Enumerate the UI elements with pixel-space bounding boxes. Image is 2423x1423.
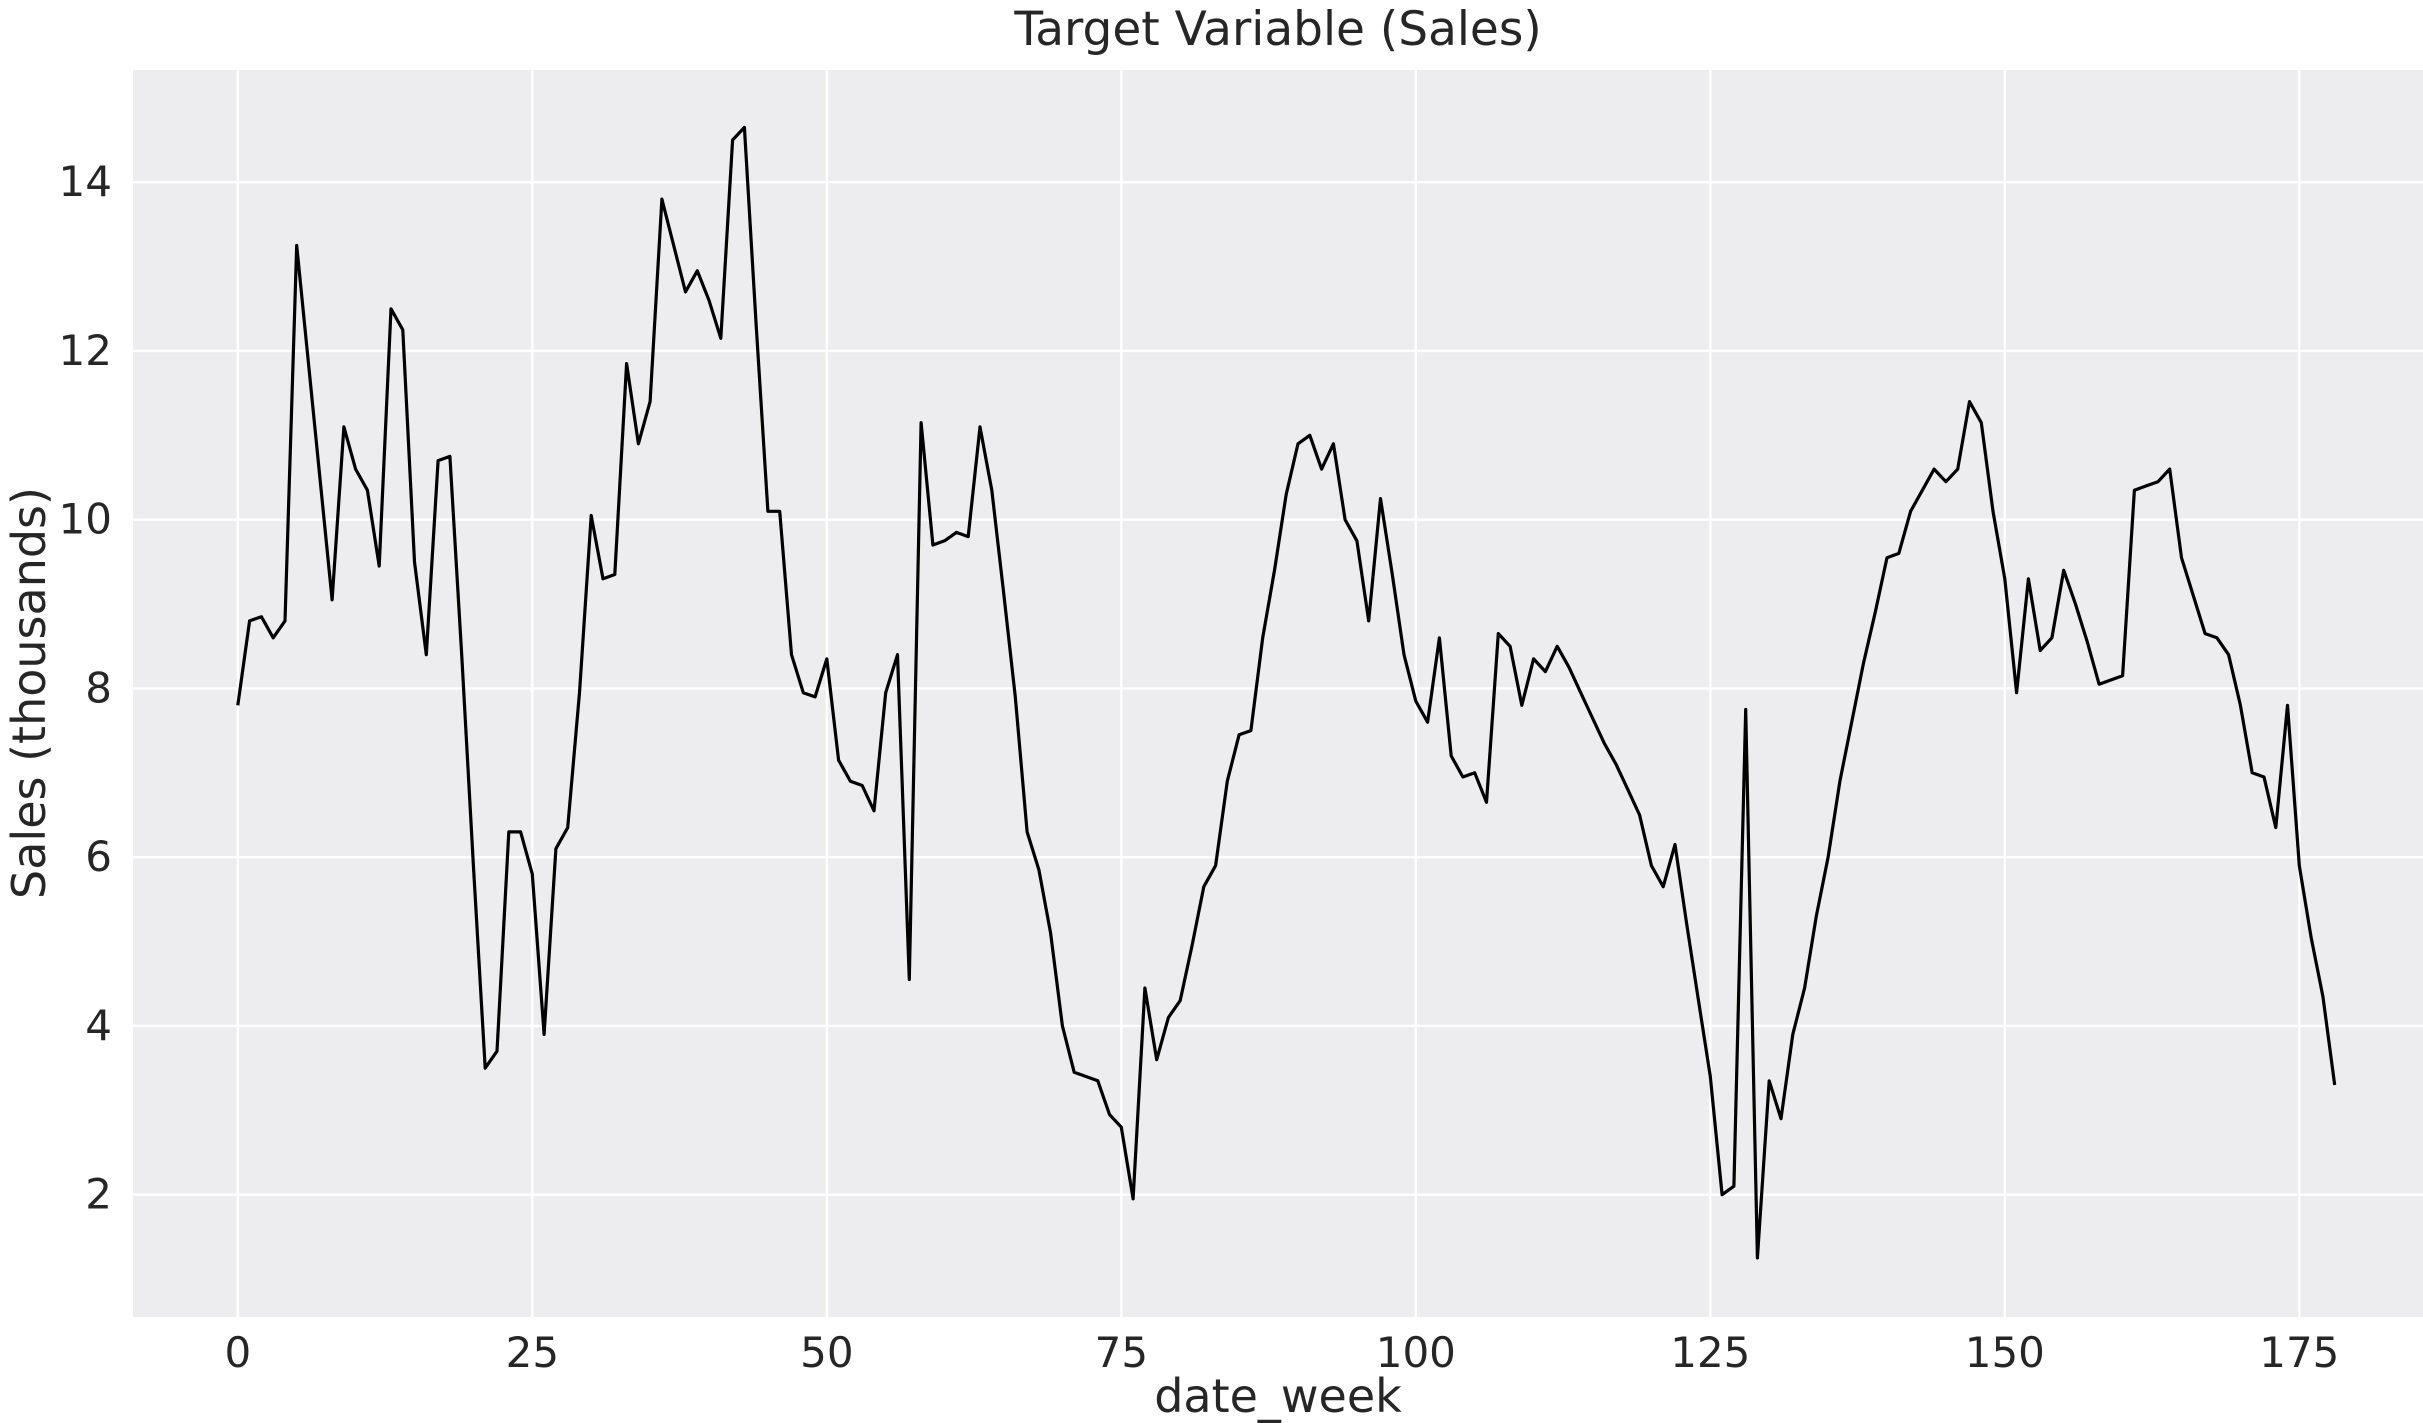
y-tick-label: 12 — [59, 326, 112, 375]
x-tick-label: 125 — [1670, 1328, 1750, 1377]
x-tick-label: 75 — [1095, 1328, 1148, 1377]
y-axis-label: Sales (thousands) — [2, 487, 56, 899]
sales-line — [236, 125, 2337, 1260]
x-tick-label: 50 — [800, 1328, 853, 1377]
plot-area — [133, 70, 2423, 1317]
y-tick-labels: 2 4 6 8 10 12 14 — [59, 157, 112, 1218]
y-tick-label: 2 — [85, 1170, 112, 1219]
x-tick-labels: 0 25 50 75 100 125 150 175 — [224, 1328, 2339, 1377]
x-tick-label: 100 — [1376, 1328, 1456, 1377]
y-tick-label: 4 — [85, 1001, 112, 1050]
x-tick-label: 0 — [224, 1328, 251, 1377]
y-tick-label: 8 — [85, 663, 112, 712]
y-tick-label: 6 — [85, 832, 112, 881]
x-axis-label: date_week — [1154, 1369, 1402, 1423]
grid — [133, 70, 2423, 1317]
y-tick-label: 14 — [59, 157, 112, 206]
x-tick-label: 150 — [1965, 1328, 2045, 1377]
x-tick-label: 25 — [506, 1328, 559, 1377]
chart-title: Target Variable (Sales) — [1013, 2, 1541, 57]
y-tick-label: 10 — [59, 495, 112, 544]
x-tick-label: 175 — [2259, 1328, 2339, 1377]
